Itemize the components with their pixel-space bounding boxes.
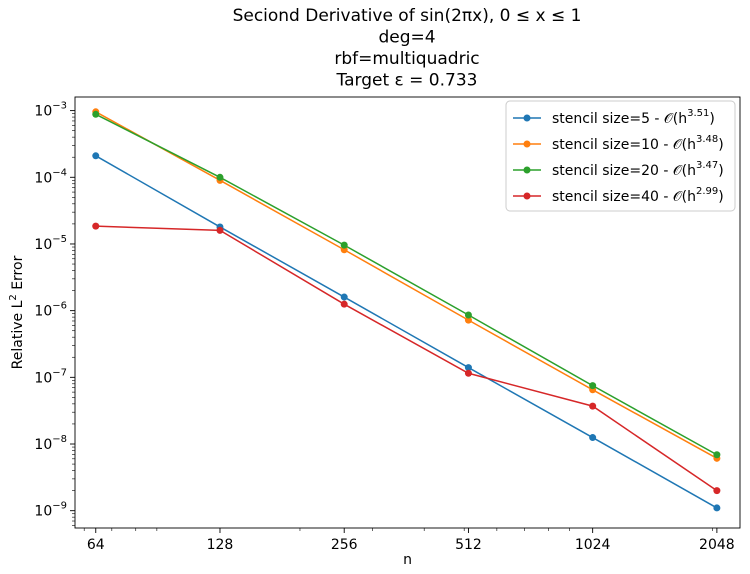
legend: stencil size=5 - 𝒪(h3.51) stencil size=10… — [505, 100, 736, 212]
data-point — [464, 364, 472, 372]
legend-marker — [523, 114, 531, 122]
data-point — [92, 222, 100, 230]
y-tick-label: 10−8 — [34, 434, 67, 453]
y-tick-exponent: −5 — [52, 234, 67, 245]
series-3 — [92, 110, 721, 459]
data-point — [340, 300, 348, 308]
legend-item-2: stencil size=10 - 𝒪(h3.48) — [513, 134, 724, 153]
data-point — [92, 110, 100, 118]
x-tick-label: 512 — [455, 537, 482, 553]
data-point — [589, 402, 597, 410]
legend-label: stencil size=40 - 𝒪(h2.99) — [552, 186, 724, 205]
y-axis-ticks: 10−910−810−710−610−510−410−3 — [34, 101, 75, 526]
y-tick-label: 10−4 — [34, 167, 67, 186]
legend-item-4: stencil size=40 - 𝒪(h2.99) — [513, 186, 724, 205]
legend-box — [505, 100, 736, 212]
legend-marker — [523, 192, 531, 200]
y-tick-base: 10 — [34, 170, 52, 186]
x-tick-label: 2048 — [699, 537, 735, 553]
y-tick-exponent: −9 — [52, 501, 67, 512]
y-tick-base: 10 — [34, 304, 52, 320]
y-tick-label: 10−9 — [34, 501, 67, 520]
y-tick-exponent: −6 — [52, 301, 67, 312]
legend-label: stencil size=20 - 𝒪(h3.47) — [552, 160, 724, 179]
series-line — [95, 155, 718, 509]
legend-item-1: stencil size=5 - 𝒪(h3.51) — [513, 108, 715, 127]
x-axis-ticks: 64 128 256 512 1024 2048 — [83, 528, 735, 553]
x-axis-label: n — [403, 552, 412, 568]
data-point — [340, 241, 348, 249]
title-line-3: rbf=multiquadric — [334, 49, 479, 69]
series-4 — [92, 222, 721, 495]
title-line-1: Seciond Derivative of sin(2πx), 0 ≤ x ≤ … — [233, 6, 582, 26]
y-tick-exponent: −7 — [52, 367, 67, 378]
data-point — [340, 293, 348, 301]
data-point — [92, 152, 100, 160]
y-tick-label: 10−5 — [34, 234, 67, 253]
data-point — [589, 382, 597, 390]
data-point — [464, 316, 472, 324]
series-line — [95, 225, 718, 492]
y-tick-label: 10−6 — [34, 301, 67, 320]
chart-title: Seciond Derivative of sin(2πx), 0 ≤ x ≤ … — [233, 6, 582, 91]
data-point — [464, 369, 472, 377]
data-point — [713, 451, 721, 459]
y-tick-label: 10−7 — [34, 367, 67, 386]
y-tick-base: 10 — [34, 370, 52, 386]
y-tick-exponent: −3 — [52, 101, 67, 112]
data-point — [713, 487, 721, 495]
data-point — [464, 311, 472, 319]
series-lines — [92, 108, 721, 512]
y-tick-base: 10 — [34, 437, 52, 453]
legend-label: stencil size=5 - 𝒪(h3.51) — [552, 108, 715, 127]
legend-marker — [523, 166, 531, 174]
y-tick-exponent: −4 — [52, 167, 67, 178]
x-tick-label: 256 — [331, 537, 358, 553]
y-tick-base: 10 — [34, 104, 52, 120]
title-line-2: deg=4 — [378, 28, 435, 48]
data-point — [589, 434, 597, 442]
x-tick-label: 128 — [207, 537, 234, 553]
legend-item-3: stencil size=20 - 𝒪(h3.47) — [513, 160, 724, 179]
legend-marker — [523, 140, 531, 148]
y-axis-label: Relative L2 Error — [8, 255, 26, 369]
x-tick-label: 64 — [87, 537, 105, 553]
y-tick-exponent: −8 — [52, 434, 67, 445]
x-tick-label: 1024 — [575, 537, 611, 553]
series-line — [95, 111, 718, 459]
data-point — [713, 504, 721, 512]
legend-label: stencil size=10 - 𝒪(h3.48) — [552, 134, 724, 153]
plot-area-frame — [74, 96, 741, 529]
data-point — [216, 226, 224, 234]
title-line-4: Target ε = 0.733 — [336, 71, 478, 91]
y-tick-label: 10−3 — [34, 101, 67, 120]
y-tick-base: 10 — [34, 504, 52, 520]
series-line — [95, 113, 718, 456]
y-tick-base: 10 — [34, 237, 52, 253]
data-point — [216, 173, 224, 181]
